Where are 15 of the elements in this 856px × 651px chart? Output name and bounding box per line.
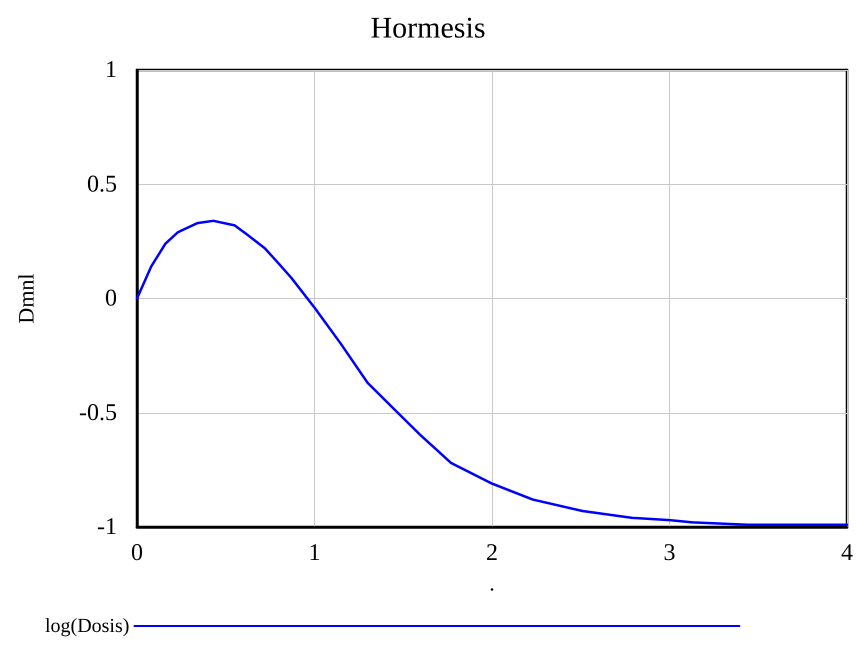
text: log(Dosis) [44,615,130,637]
y-tick-label: 0.5 [87,171,117,198]
x-tick-label: 3 [664,540,676,566]
y-tick-label: -0.5 [79,400,117,426]
chart-title: Hormesis [370,12,486,44]
x-axis-title: . [489,570,495,596]
y-tick-label: 0 [105,286,117,312]
y-tick-label: -1 [97,514,117,540]
x-tick-label: 0 [131,540,143,566]
x-tick-label: 2 [486,540,498,566]
y-tick-label: 1 [105,57,117,83]
line-series [136,220,848,526]
x-tick-label: 1 [308,540,320,566]
y-axis-title: Dmnl [14,273,38,324]
x-tick-label: 4 [841,540,853,566]
